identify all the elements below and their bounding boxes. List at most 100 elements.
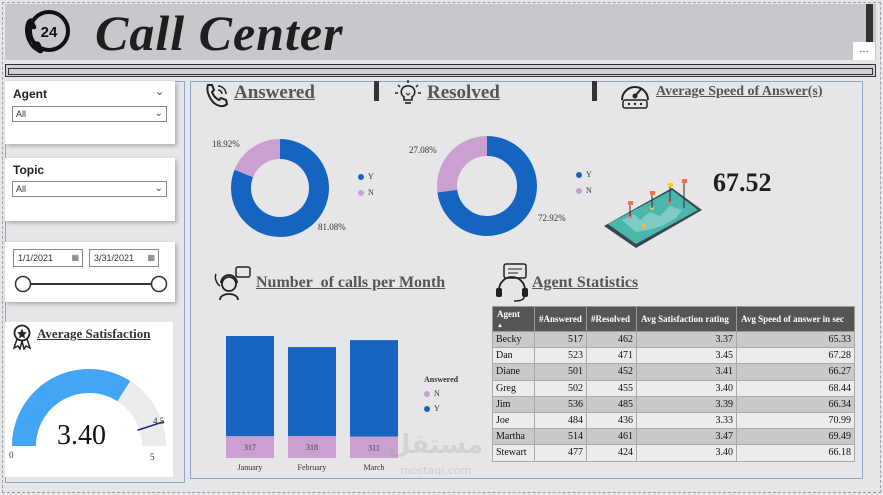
table-cell: 67.28	[736, 347, 855, 365]
table-cell: 461	[586, 428, 637, 446]
topic-slicer-label: Topic	[13, 163, 45, 177]
table-cell: 452	[586, 363, 637, 381]
agent-slicer: Agent ⌄ All ⌄	[5, 81, 175, 144]
ribbon-badge-icon	[12, 324, 32, 350]
table-cell: 455	[586, 379, 637, 397]
answered-legend-n: N	[358, 188, 374, 197]
x-tick-label: March	[364, 463, 385, 472]
table-row[interactable]: Diane 501 452 3.41 66.27	[492, 363, 855, 381]
table-cell: 65.33	[736, 330, 855, 349]
agent-name-cell: Greg	[492, 379, 535, 397]
sort-asc-icon[interactable]: ▲	[497, 323, 503, 329]
table-cell: 471	[586, 347, 637, 365]
resolved-slice-y[interactable]	[437, 136, 537, 236]
bar-march-y[interactable]	[350, 340, 398, 437]
topic-dropdown[interactable]: All ⌄	[12, 181, 167, 197]
column-header-speed[interactable]: Avg Speed of answer in sec	[736, 306, 855, 332]
separator-bar	[374, 81, 379, 101]
satisfaction-gauge-card: Average Satisfaction 3.40 0 5 4.5	[5, 322, 173, 477]
phone-icon	[206, 84, 229, 108]
24-hour-phone-icon: 24	[25, 10, 70, 54]
table-row[interactable]: Joe 484 436 3.33 70.99	[492, 411, 855, 430]
gauge-target-marker	[137, 420, 165, 431]
agent-name-cell: Dan	[492, 347, 535, 365]
table-cell: 70.99	[736, 411, 855, 430]
resolved-legend-n: N	[576, 186, 592, 195]
table-cell: 3.33	[636, 411, 737, 430]
table-cell: 501	[534, 363, 587, 381]
column-header-satisfaction[interactable]: Avg Satisfaction rating	[636, 306, 737, 332]
calls-per-month-chart: 317 January 318 February 311 March	[226, 336, 398, 472]
answered-donut-chart	[231, 139, 329, 237]
date-end-input[interactable]: 3/31/2021 ▦	[89, 249, 159, 267]
bar-february-n[interactable]	[288, 436, 336, 458]
satisfaction-gauge	[12, 369, 166, 447]
main-panel	[190, 81, 863, 479]
agent-name-cell: Martha	[492, 428, 535, 446]
answered-y-pct: 81.08%	[318, 222, 346, 232]
table-cell: 477	[534, 444, 587, 462]
table-header-row: Agent ▲ #Answered #Resolved Avg Satisfact…	[492, 306, 855, 332]
table-cell: 536	[534, 395, 587, 413]
gauge-fill	[12, 369, 131, 447]
calls-per-month-title: Number of calls per Month	[256, 274, 446, 291]
scrollbar[interactable]	[866, 4, 873, 42]
agent-stats-table: Agent ▲ #Answered #Resolved Avg Satisfact…	[492, 306, 855, 462]
resolved-slice-n[interactable]	[437, 136, 488, 193]
bar-legend-y: Y	[424, 404, 440, 413]
agent-slicer-label: Agent	[13, 87, 47, 101]
bar-march-n[interactable]	[350, 436, 398, 458]
divider-bar	[5, 64, 876, 77]
table-cell: 68.44	[736, 379, 855, 397]
table-cell: 424	[586, 444, 637, 462]
date-start-value: 1/1/2021	[18, 253, 54, 263]
column-header-answered[interactable]: #Answered	[534, 306, 587, 332]
date-range-slider[interactable]	[13, 274, 173, 294]
call-agent-icon	[214, 266, 251, 301]
table-row[interactable]: Becky 517 462 3.37 65.33	[492, 330, 855, 349]
more-options-button[interactable]: ...	[853, 42, 875, 60]
table-cell: 485	[586, 395, 637, 413]
bar-value-label: 318	[306, 443, 318, 452]
topic-dropdown-value: All	[16, 184, 27, 194]
answered-slice-n[interactable]	[234, 139, 281, 178]
bar-legend-title: Answered	[424, 375, 459, 384]
chevron-down-icon: ⌄	[154, 183, 163, 194]
gauge-value: 3.40	[57, 420, 106, 451]
column-header-agent[interactable]: Agent ▲	[492, 306, 535, 332]
agent-dropdown-value: All	[16, 109, 27, 119]
slider-start-handle[interactable]	[14, 275, 32, 293]
table-row[interactable]: Martha 514 461 3.47 69.49	[492, 428, 855, 446]
slider-end-handle[interactable]	[150, 275, 168, 293]
calendar-icon[interactable]: ▦	[71, 253, 79, 262]
chevron-down-icon[interactable]: ⌄	[155, 85, 165, 98]
answered-n-pct: 18.92%	[212, 139, 240, 149]
header-bar: 24 Call Center	[5, 4, 876, 61]
app-title: Call Center	[95, 5, 344, 61]
table-row[interactable]: Dan 523 471 3.45 67.28	[492, 347, 855, 365]
agent-dropdown[interactable]: All ⌄	[12, 106, 167, 122]
resolved-donut-chart	[437, 136, 537, 236]
bar-legend-n: N	[424, 389, 440, 398]
column-header-resolved[interactable]: #Resolved	[586, 306, 637, 332]
date-start-input[interactable]: 1/1/2021 ▦	[13, 249, 83, 267]
table-row[interactable]: Jim 536 485 3.39 66.34	[492, 395, 855, 413]
table-row[interactable]: Stewart 477 424 3.40 66.18	[492, 444, 855, 462]
table-cell: 3.37	[636, 330, 737, 349]
table-cell: 3.41	[636, 363, 737, 381]
table-cell: 3.40	[636, 379, 737, 397]
bar-january-n[interactable]	[226, 436, 274, 458]
resolved-title: Resolved	[427, 82, 500, 103]
answered-slice-y[interactable]	[231, 139, 329, 237]
bar-february-y[interactable]	[288, 347, 336, 437]
bar-january-y[interactable]	[226, 336, 274, 437]
speed-kpi-value: 67.52	[713, 168, 772, 197]
phone-map-illustration	[604, 179, 702, 248]
table-row[interactable]: Greg 502 455 3.40 68.44	[492, 379, 855, 397]
bar-value-label: 317	[244, 443, 256, 452]
agent-name-cell: Stewart	[492, 444, 535, 462]
table-cell: 3.45	[636, 347, 737, 365]
table-cell: 462	[586, 330, 637, 349]
calendar-icon[interactable]: ▦	[147, 253, 155, 262]
topic-slicer: Topic All ⌄	[5, 158, 175, 221]
